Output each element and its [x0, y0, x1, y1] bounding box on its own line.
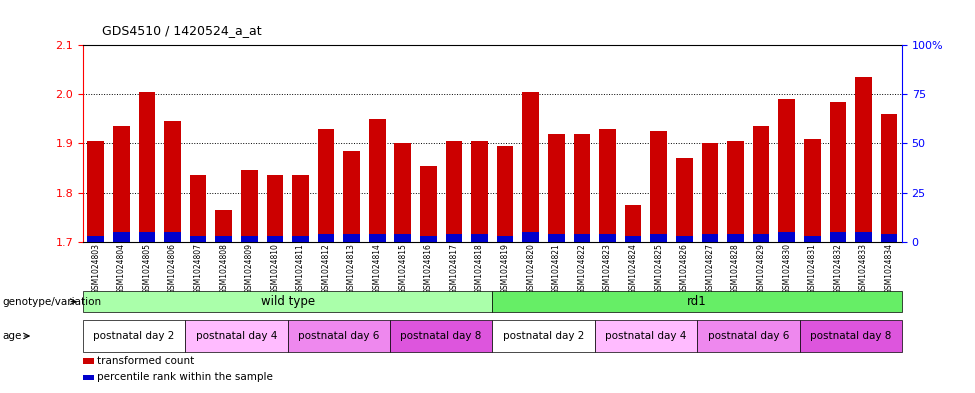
Text: postnatal day 4: postnatal day 4 — [605, 331, 686, 341]
Bar — [190, 236, 207, 242]
Bar — [880, 114, 897, 242]
Bar — [880, 234, 897, 242]
Bar — [573, 134, 590, 242]
Bar — [855, 77, 872, 242]
Bar — [548, 234, 565, 242]
Bar — [830, 102, 846, 242]
Bar — [778, 232, 795, 242]
Bar — [625, 205, 642, 242]
Bar — [395, 234, 411, 242]
Bar — [650, 234, 667, 242]
Bar — [190, 175, 207, 242]
Text: postnatal day 8: postnatal day 8 — [401, 331, 482, 341]
Bar — [650, 131, 667, 242]
Text: genotype/variation: genotype/variation — [2, 297, 101, 307]
Bar — [625, 236, 642, 242]
Text: postnatal day 6: postnatal day 6 — [708, 331, 789, 341]
Bar — [702, 143, 719, 242]
Bar — [855, 232, 872, 242]
Bar — [804, 138, 821, 242]
Bar — [753, 234, 769, 242]
Bar — [471, 234, 488, 242]
Bar — [420, 165, 437, 242]
Bar — [215, 210, 232, 242]
Text: age: age — [2, 331, 21, 341]
Bar — [420, 236, 437, 242]
Bar — [138, 92, 155, 242]
Text: postnatal day 2: postnatal day 2 — [94, 331, 175, 341]
Bar — [138, 232, 155, 242]
Bar — [241, 171, 257, 242]
Bar — [778, 99, 795, 242]
Bar — [523, 232, 539, 242]
Bar — [830, 232, 846, 242]
Bar — [343, 234, 360, 242]
Bar — [600, 234, 616, 242]
Bar — [318, 234, 334, 242]
Bar — [113, 126, 130, 242]
Bar — [164, 121, 180, 242]
Bar — [446, 234, 462, 242]
Bar — [241, 236, 257, 242]
Bar — [266, 236, 283, 242]
Bar — [600, 129, 616, 242]
Bar — [113, 232, 130, 242]
Bar — [573, 234, 590, 242]
Bar — [804, 236, 821, 242]
Bar — [471, 141, 488, 242]
Bar — [164, 232, 180, 242]
Bar — [753, 126, 769, 242]
Bar — [497, 236, 514, 242]
Bar — [446, 141, 462, 242]
Bar — [523, 92, 539, 242]
Text: postnatal day 8: postnatal day 8 — [810, 331, 891, 341]
Text: transformed count: transformed count — [97, 356, 194, 366]
Bar — [395, 143, 411, 242]
Bar — [88, 236, 104, 242]
Text: GDS4510 / 1420524_a_at: GDS4510 / 1420524_a_at — [102, 24, 262, 37]
Bar — [497, 146, 514, 242]
Text: postnatal day 2: postnatal day 2 — [503, 331, 584, 341]
Text: wild type: wild type — [260, 295, 315, 308]
Bar — [702, 234, 719, 242]
Bar — [88, 141, 104, 242]
Bar — [727, 234, 744, 242]
Bar — [318, 129, 334, 242]
Bar — [343, 151, 360, 242]
Bar — [266, 175, 283, 242]
Bar — [292, 236, 309, 242]
Bar — [369, 234, 385, 242]
Text: postnatal day 6: postnatal day 6 — [298, 331, 379, 341]
Text: postnatal day 4: postnatal day 4 — [196, 331, 277, 341]
Text: percentile rank within the sample: percentile rank within the sample — [97, 372, 272, 382]
Bar — [676, 236, 692, 242]
Bar — [676, 158, 692, 242]
Bar — [727, 141, 744, 242]
Bar — [215, 236, 232, 242]
Text: rd1: rd1 — [687, 295, 707, 308]
Bar — [292, 175, 309, 242]
Bar — [369, 119, 385, 242]
Bar — [548, 134, 565, 242]
